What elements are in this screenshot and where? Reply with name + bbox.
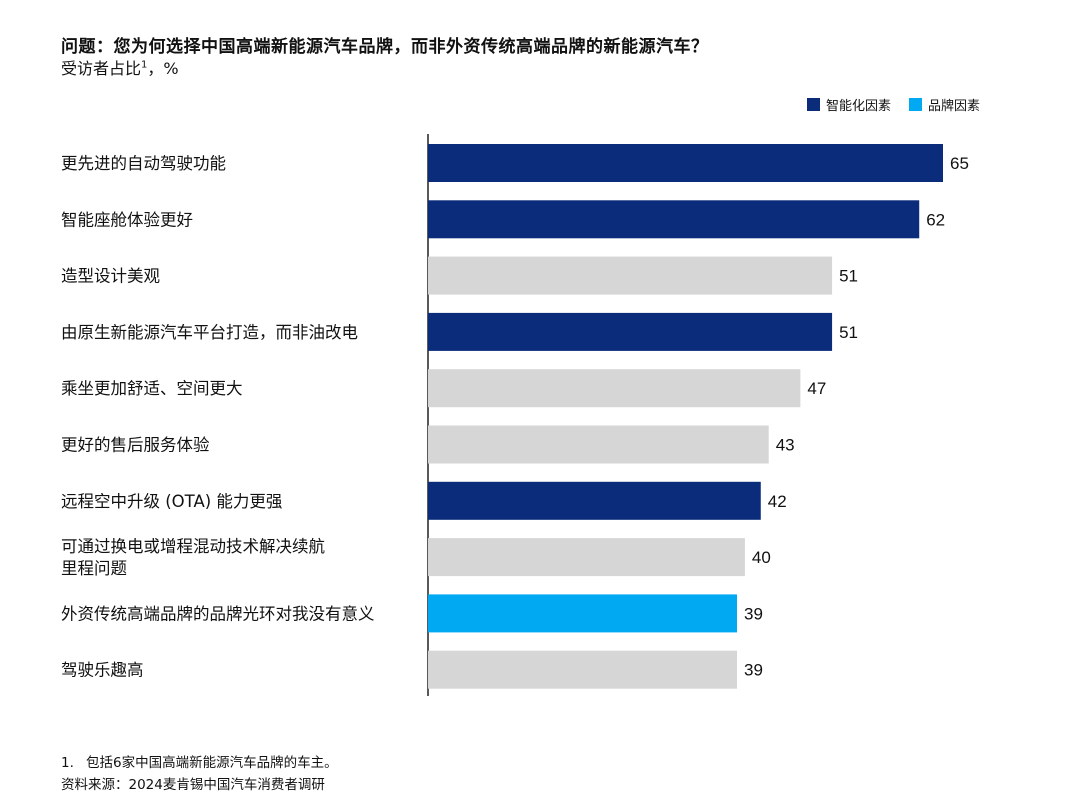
value-label-2: 62 (926, 210, 945, 229)
legend: 智能化因素 品牌因素 (806, 95, 980, 114)
bar-6 (428, 425, 769, 464)
category-label-2: 智能座舱体验更好 (61, 210, 193, 229)
bar-7 (428, 481, 761, 520)
footnotes: 1. 包括6家中国高端新能源汽车品牌的车主。 资料来源：2024麦肯锡中国汽车消费… (61, 752, 338, 796)
category-label-3: 造型设计美观 (61, 267, 160, 286)
category-label-1: 更先进的自动驾驶功能 (61, 154, 226, 173)
footnote-1: 1. 包括6家中国高端新能源汽车品牌的车主。 (61, 755, 338, 771)
value-label-3: 51 (839, 267, 858, 286)
category-label-6: 更好的售后服务体验 (61, 436, 210, 455)
legend-item-brand: 品牌因素 (908, 95, 980, 114)
footnote-source: 资料来源：2024麦肯锡中国汽车消费者调研 (61, 777, 325, 793)
category-label-9: 外资传统高端品牌的品牌光环对我没有意义 (61, 604, 375, 623)
bar-9 (428, 594, 737, 633)
category-label-10: 驾驶乐趣高 (61, 661, 144, 680)
bar-1 (428, 144, 943, 182)
legend-item-smart: 智能化因素 (806, 95, 891, 114)
bar-5 (428, 369, 801, 408)
category-label-7: 远程空中升级 (OTA) 能力更强 (61, 492, 282, 511)
chart-title: 问题：您为何选择中国高端新能源汽车品牌，而非外资传统高端品牌的新能源汽车？ (61, 37, 709, 57)
chart-subtitle: 受访者占比1，% (61, 59, 179, 78)
legend-swatch-brand (908, 98, 922, 111)
legend-swatch-smart (806, 98, 820, 111)
bar-3 (428, 256, 833, 295)
category-label-4: 由原生新能源汽车平台打造，而非油改电 (61, 323, 358, 342)
value-label-6: 43 (776, 436, 795, 455)
bar-4 (428, 312, 833, 351)
value-label-1: 65 (950, 154, 969, 173)
bar-10 (428, 650, 737, 689)
category-label-5: 乘坐更加舒适、空间更大 (61, 379, 243, 398)
bar-8 (428, 538, 745, 577)
legend-label-smart: 智能化因素 (825, 99, 891, 114)
value-label-7: 42 (768, 492, 787, 511)
value-label-9: 39 (744, 604, 763, 623)
bar-2 (428, 200, 920, 239)
value-label-10: 39 (744, 661, 763, 680)
value-label-4: 51 (839, 323, 858, 342)
value-label-5: 47 (807, 379, 826, 398)
value-label-8: 40 (752, 548, 771, 567)
legend-label-brand: 品牌因素 (927, 99, 980, 114)
category-label-8: 可通过换电或增程混动技术解决续航里程问题 (61, 537, 325, 578)
